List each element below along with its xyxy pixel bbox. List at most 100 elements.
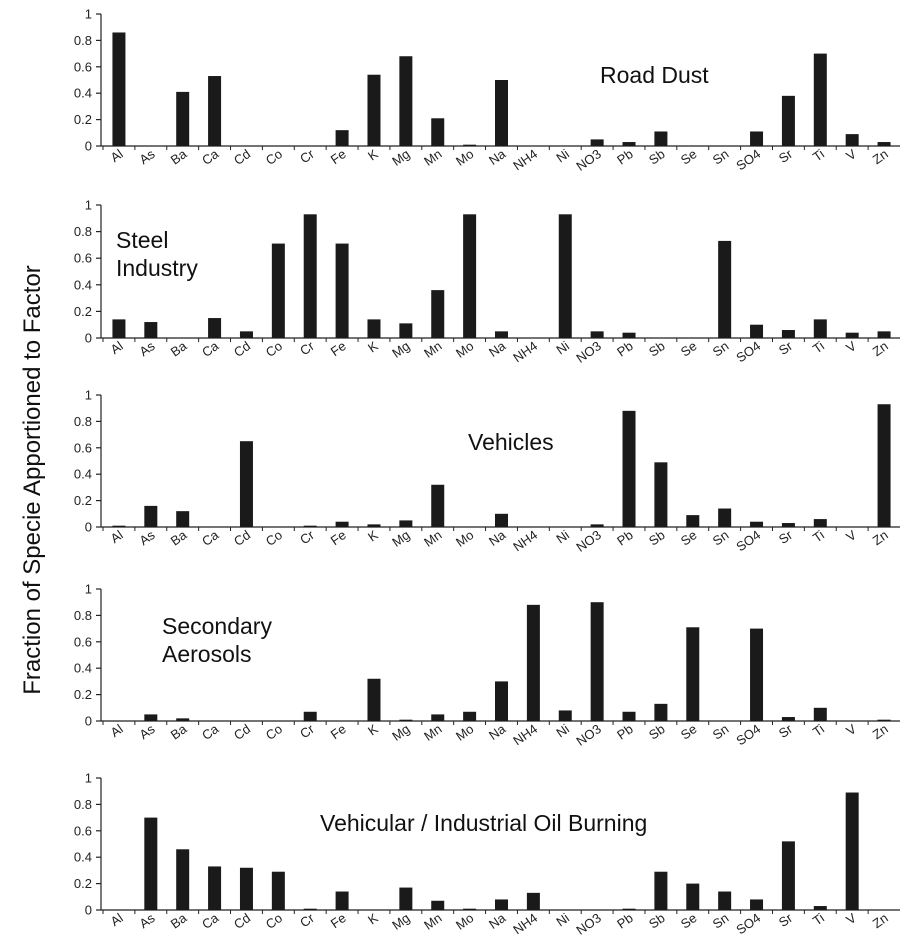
x-tick-label: Ti <box>810 527 827 545</box>
bar-As <box>144 322 158 338</box>
bar-Fe <box>335 891 349 910</box>
x-tick-label: Cr <box>297 910 317 931</box>
bar-Pb <box>622 142 636 146</box>
y-tick-label: 0.8 <box>74 797 92 812</box>
y-tick-label: 0.8 <box>74 224 92 239</box>
bar-Mn <box>431 290 445 338</box>
x-tick-label: Co <box>263 338 285 360</box>
y-tick-label: 0.4 <box>74 467 92 482</box>
bar-Se <box>686 627 700 721</box>
bar-SO4 <box>750 628 764 721</box>
x-tick-label: NO3 <box>573 146 604 174</box>
bar-Zn <box>877 142 891 146</box>
x-tick-label: Ca <box>199 910 222 932</box>
y-tick-label: 0.6 <box>74 251 92 266</box>
x-tick-label: Co <box>263 527 285 549</box>
x-tick-label: Zn <box>870 527 891 548</box>
bar-Na <box>495 513 508 527</box>
bar-Ti <box>813 906 827 910</box>
bar-Ti <box>813 319 827 338</box>
bar-Sb <box>654 462 668 527</box>
bar-K <box>367 74 381 146</box>
bar-Zn <box>877 404 891 527</box>
x-tick-label: Na <box>486 338 509 360</box>
x-tick-label: V <box>843 338 859 355</box>
x-tick-label: Al <box>108 721 126 740</box>
bar-Zn <box>877 719 891 721</box>
x-tick-label: Pb <box>614 910 636 931</box>
y-tick-label: 0.6 <box>74 59 92 74</box>
bar-Sr <box>781 841 795 910</box>
y-tick-label: 0.4 <box>74 277 92 292</box>
bar-SO4 <box>750 131 764 146</box>
panel-title: Aerosols <box>162 641 251 667</box>
bar-Pb <box>622 410 636 527</box>
y-tick-label: 0 <box>85 139 92 154</box>
y-tick-label: 0 <box>85 903 92 918</box>
x-tick-label: NH4 <box>510 527 540 554</box>
x-tick-label: Fe <box>328 910 349 931</box>
y-tick-label: 0 <box>85 520 92 535</box>
x-tick-label: Na <box>486 146 509 168</box>
x-tick-label: Cd <box>231 338 253 360</box>
x-tick-label: NO3 <box>573 721 604 749</box>
y-axis-label: Fraction of Specie Apportioned to Factor <box>19 265 46 695</box>
x-tick-label: Mg <box>389 146 412 169</box>
x-tick-label: Mn <box>421 910 444 933</box>
bar-Sn <box>718 891 732 910</box>
bar-Na <box>495 899 508 910</box>
x-tick-label: V <box>843 910 859 927</box>
bar-Fe <box>335 521 349 527</box>
x-tick-label: As <box>137 910 158 931</box>
bar-As <box>144 505 158 527</box>
bar-Co <box>271 243 285 338</box>
panel-title: Industry <box>116 255 198 281</box>
bar-Zn <box>877 331 891 338</box>
y-tick-label: 0.8 <box>74 33 92 48</box>
x-tick-label: Na <box>486 721 509 743</box>
x-tick-label: Pb <box>614 527 636 548</box>
bar-Se <box>686 515 700 527</box>
bar-Pb <box>622 908 636 910</box>
bar-V <box>845 134 859 146</box>
y-tick-label: 1 <box>85 771 92 786</box>
x-tick-label: Sb <box>646 721 668 742</box>
x-tick-label: Ca <box>199 146 222 168</box>
x-tick-label: NH4 <box>510 338 540 365</box>
x-tick-label: SO4 <box>733 721 763 748</box>
bar-Mg <box>399 56 413 146</box>
x-tick-label: Sb <box>646 146 668 167</box>
bar-Ba <box>176 849 190 910</box>
bar-V <box>845 332 859 338</box>
bar-Se <box>686 883 700 910</box>
bar-Co <box>271 871 285 910</box>
bar-SO4 <box>750 324 764 338</box>
bar-Fe <box>335 130 349 146</box>
x-tick-label: Zn <box>870 338 891 359</box>
x-tick-label: Al <box>108 338 126 357</box>
x-tick-label: Sr <box>776 910 796 930</box>
x-tick-label: Sb <box>646 338 668 359</box>
x-tick-label: Ca <box>199 721 222 743</box>
x-tick-label: Co <box>263 146 285 168</box>
bar-As <box>144 714 158 721</box>
bar-Ca <box>208 76 222 146</box>
y-tick-label: 1 <box>85 198 92 213</box>
x-tick-label: Zn <box>870 910 891 931</box>
y-tick-label: 0.2 <box>74 493 92 508</box>
bar-NO3 <box>590 139 604 146</box>
x-tick-label: Ba <box>168 721 190 743</box>
x-tick-label: Mn <box>421 146 444 169</box>
bar-Fe <box>335 243 349 338</box>
y-tick-label: 0.8 <box>74 608 92 623</box>
bar-Ba <box>176 511 190 527</box>
x-tick-label: Se <box>678 338 700 359</box>
x-tick-label: Ni <box>553 527 572 546</box>
bar-Sb <box>654 703 668 721</box>
bar-Al <box>112 319 126 338</box>
y-tick-label: 0.2 <box>74 304 92 319</box>
bar-Mg <box>399 323 413 338</box>
bar-Mg <box>399 520 413 527</box>
